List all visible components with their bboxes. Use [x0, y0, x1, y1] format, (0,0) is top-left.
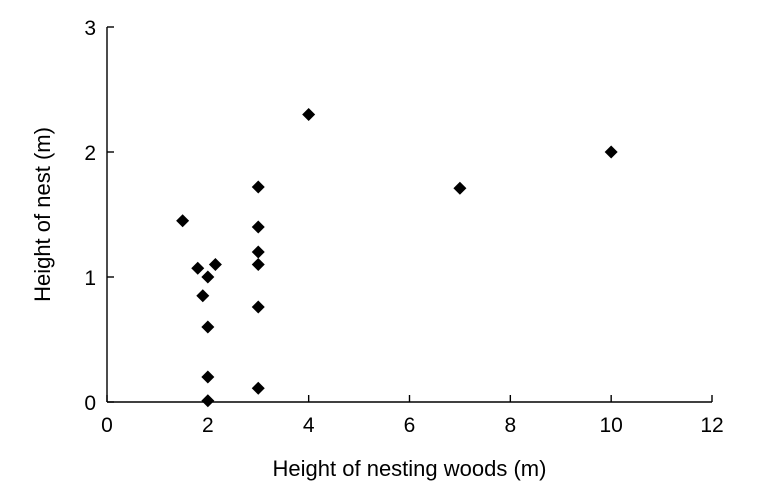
data-point: [302, 108, 316, 121]
data-point: [251, 245, 265, 259]
y-tick-label: 3: [84, 17, 96, 40]
x-tick-label: 8: [504, 414, 516, 437]
data-point: [251, 300, 265, 314]
x-ticks: 0 2 4 6 8 10 12: [101, 395, 724, 437]
data-point: [604, 145, 618, 159]
x-tick-label: 6: [404, 414, 416, 437]
data-point: [251, 258, 265, 271]
x-tick-label: 12: [700, 414, 723, 437]
axes: [106, 27, 712, 403]
x-axis-label: Height of nesting woods (m): [273, 456, 547, 481]
x-tick-label: 0: [101, 414, 113, 437]
data-point: [176, 214, 190, 228]
data-point: [251, 180, 265, 194]
data-point: [208, 258, 222, 271]
y-tick-label: 2: [84, 142, 96, 165]
data-point: [251, 220, 265, 234]
data-point: [201, 270, 215, 284]
y-axis-label: Height of nest (m): [30, 127, 55, 302]
y-tick-label: 0: [84, 392, 96, 415]
data-point: [453, 181, 467, 195]
x-tick-label: 2: [202, 414, 214, 437]
data-point: [201, 394, 215, 408]
y-tick-label: 1: [84, 267, 96, 290]
data-point: [251, 381, 265, 395]
x-tick-label: 4: [303, 414, 315, 437]
data-points: [176, 108, 618, 408]
data-point: [201, 370, 215, 384]
data-point: [201, 320, 215, 334]
y-ticks: 0 1 2 3: [84, 17, 114, 415]
data-point: [191, 261, 205, 275]
x-tick-label: 10: [599, 414, 622, 437]
data-point: [196, 289, 210, 303]
